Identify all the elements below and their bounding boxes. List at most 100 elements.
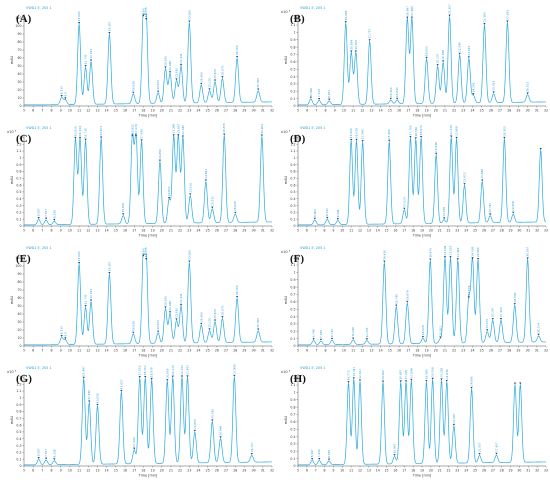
x-tick-label: 27	[224, 229, 228, 233]
y-tick-label: 1.1	[290, 263, 295, 267]
peak-marker	[365, 338, 368, 340]
x-tick-label: 29	[509, 229, 513, 233]
x-tick-label: 28	[500, 469, 504, 473]
peak-label: 17.025	[402, 197, 406, 207]
peak-label: 22.111	[179, 53, 183, 63]
peak-label: 21.507	[448, 4, 452, 14]
peak-label: 7.436	[317, 449, 321, 457]
peak-label: 28.200	[235, 45, 239, 55]
peak-marker	[82, 376, 85, 379]
peak-label: 30.355	[256, 318, 260, 328]
x-tick-label: 15	[114, 229, 118, 233]
x-tick-label: 11	[351, 109, 355, 113]
y-tick-label: 1.2	[16, 142, 21, 146]
x-axis-label: Time [min]	[412, 354, 432, 358]
x-tick-label: 19	[151, 229, 155, 233]
x-tick-label: 25	[480, 349, 484, 353]
y-tick-label: 0.1	[290, 457, 295, 461]
y-tick-label: 1.3	[16, 376, 21, 380]
peak-marker	[84, 305, 87, 307]
x-axis-label: Time [min]	[412, 114, 432, 118]
channel-label: VWD1 E, 205 1	[300, 6, 326, 10]
x-tick-label: 27	[491, 229, 495, 233]
peak-label: 9.5	[63, 92, 67, 97]
peak-marker	[211, 206, 214, 209]
peak-marker	[132, 91, 135, 94]
x-tick-label: 23	[461, 109, 465, 113]
peak-marker	[326, 216, 329, 219]
x-tick-label: 17	[132, 469, 136, 473]
peak-marker	[440, 378, 443, 381]
peak-marker	[132, 331, 135, 334]
x-tick-label: 11	[349, 469, 353, 473]
x-tick-label: 8	[51, 349, 53, 353]
x-tick-label: 17	[406, 109, 410, 113]
x-tick-label: 12	[86, 109, 90, 113]
peak-marker	[458, 52, 461, 55]
x-tick-label: 13	[367, 229, 371, 233]
peak-marker	[142, 254, 145, 257]
y-tick-label: 0.4	[290, 197, 295, 201]
peak-marker	[328, 98, 331, 101]
x-tick-label: 15	[385, 469, 389, 473]
x-tick-label: 26	[215, 349, 219, 353]
x-tick-label: 8	[324, 229, 326, 233]
peak-label: 9.113	[60, 86, 64, 94]
signal-trace	[298, 257, 547, 346]
x-tick-label: 22	[178, 229, 182, 233]
x-tick-label: 28	[233, 349, 237, 353]
y-tick-label: 30	[17, 320, 21, 324]
x-tick-label: 13	[95, 229, 99, 233]
channel-label: VWD1 E, 205 1	[300, 126, 326, 130]
peak-label: 6.597	[37, 208, 41, 216]
peak-marker	[309, 96, 312, 99]
x-tick-label: 14	[105, 109, 109, 113]
peak-marker	[78, 262, 81, 264]
peak-marker	[489, 213, 492, 216]
x-tick-label: 19	[425, 109, 429, 113]
y-tick-label: 0.5	[290, 67, 295, 71]
y-tick-label: 60	[17, 296, 21, 300]
x-tick-label: 10	[340, 469, 344, 473]
x-tick-label: 16	[123, 349, 127, 353]
peak-label: 23.000	[187, 10, 191, 20]
peak-label: 25.383	[482, 12, 486, 22]
peak-label: 27.457	[494, 442, 498, 452]
peak-marker	[221, 76, 224, 78]
x-tick-label: 26	[482, 469, 486, 473]
peak-label: 27.831	[505, 10, 509, 20]
signal-trace	[24, 133, 273, 226]
y-tick-label: 1	[293, 271, 295, 275]
peak-marker	[486, 329, 489, 332]
peak-label: 29.707	[250, 442, 254, 452]
y-tick-label: 0	[293, 344, 295, 348]
x-tick-label: 11	[77, 349, 81, 353]
y-tick-label: 20	[17, 88, 21, 92]
x-tick-label: 16	[393, 229, 397, 233]
y-tick-label: 0.3	[16, 444, 21, 448]
peak-label: 22.968	[455, 126, 459, 136]
y-tick-label: 0.4	[290, 435, 295, 439]
x-axis-label: Time [min]	[138, 234, 158, 238]
x-tick-label: 18	[141, 469, 145, 473]
y-tick-label: 0.7	[290, 293, 295, 297]
peak-marker	[168, 196, 171, 199]
x-tick-label: 17	[402, 229, 406, 233]
peak-label: 28.200	[235, 285, 239, 295]
y-tick-label: 100	[15, 24, 21, 28]
y-tick-label: 0.8	[290, 170, 295, 174]
peak-marker	[435, 152, 438, 155]
peak-label: 25.670	[485, 318, 489, 328]
x-tick-label: 19	[151, 109, 155, 113]
panel-label: (F)	[290, 253, 304, 265]
panel-a: (A) VWD1 E, 205 1 0 10 20 30 40 50 60 70 80 90 100 11…	[4, 2, 276, 120]
peak-marker	[150, 377, 153, 380]
peak-marker	[452, 423, 455, 426]
x-tick-label: 9	[334, 349, 336, 353]
peak-marker	[467, 56, 470, 59]
x-tick-label: 15	[114, 109, 118, 113]
y-tick-label: 1.2	[290, 142, 295, 146]
x-tick-label: 13	[369, 349, 373, 353]
x-tick-label: 29	[516, 109, 520, 113]
